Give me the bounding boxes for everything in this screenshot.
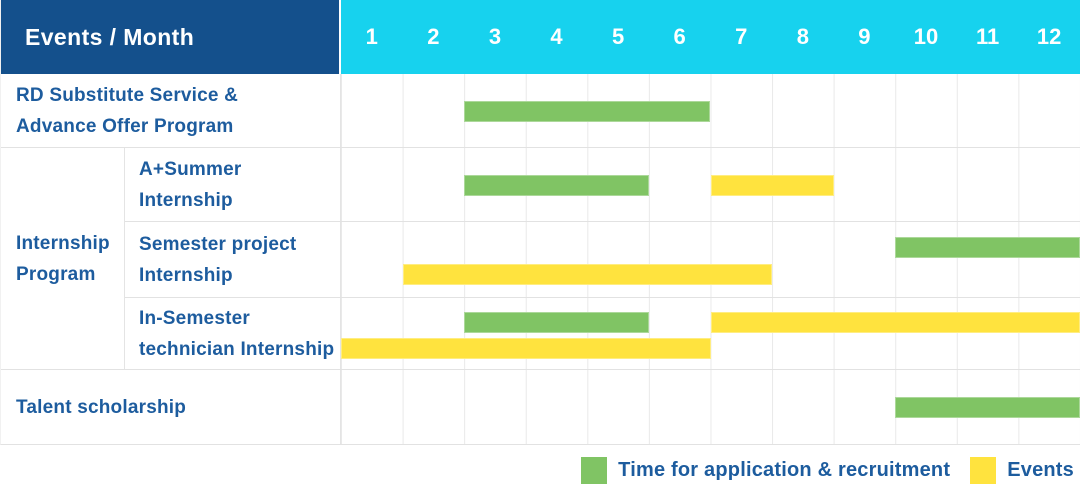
- row-label-rd-substitute: RD Substitute Service & Advance Offer Pr…: [1, 74, 341, 147]
- row-rd-substitute-service: RD Substitute Service & Advance Offer Pr…: [1, 74, 1080, 147]
- row-label-line: Internship: [139, 189, 233, 211]
- row-in-semester-technician-internship: In-Semester technician Internship: [125, 297, 1080, 369]
- group-body: A+Summer Internship Semester project Int…: [125, 148, 1080, 369]
- month-header-6: 6: [673, 24, 686, 49]
- legend-label-events: Events: [1007, 458, 1074, 481]
- month-header-10: 10: [913, 24, 939, 49]
- group-label-internship-program: Internship Program: [1, 148, 125, 369]
- row-semester-project-internship: Semester project Internship: [125, 221, 1080, 297]
- month-header-9: 9: [858, 24, 871, 49]
- month-header-8: 8: [796, 24, 809, 49]
- legend-item-application-recruitment: Time for application & recruitment: [581, 456, 951, 484]
- row-a-summer-internship: A+Summer Internship: [125, 148, 1080, 221]
- events-month-header-cell: Events / Month: [1, 0, 341, 74]
- row-label-line: technician Internship: [139, 338, 335, 360]
- legend-item-events: Events: [970, 456, 1074, 484]
- timeline-cell-a-summer: [341, 148, 1080, 221]
- month-header-2: 2: [427, 24, 440, 49]
- green-gantt-bar: [895, 237, 1080, 258]
- green-legend-swatch-icon: [581, 456, 608, 484]
- legend-label-application: Time for application & recruitment: [618, 458, 951, 481]
- month-header-3: 3: [488, 24, 502, 49]
- green-gantt-bar: [464, 100, 711, 122]
- row-label-line: Advance Offer Program: [16, 115, 234, 137]
- timeline-cell-in-semester: [341, 298, 1080, 369]
- table-header-row: Events / Month 1 2 3 4 5 6 7 8 9 10 11 1…: [1, 0, 1080, 74]
- row-label-line: Talent scholarship: [16, 396, 187, 418]
- timeline-cell-rd-substitute: [341, 74, 1080, 147]
- month-header-strip: 1 2 3 4 5 6 7 8 9 10 11 12: [341, 0, 1080, 74]
- timeline-cell-semester-project: [341, 222, 1080, 297]
- table-title: Events / Month: [25, 23, 195, 50]
- yellow-gantt-bar: [341, 337, 711, 359]
- row-label-talent-scholarship: Talent scholarship: [1, 370, 341, 444]
- row-label-line: A+Summer: [139, 158, 242, 180]
- gantt-table: Events / Month 1 2 3 4 5 6 7 8 9 10 11 1…: [0, 0, 1080, 445]
- month-header-5: 5: [611, 24, 625, 49]
- timeline-cell-talent-scholarship: [341, 370, 1080, 444]
- yellow-gantt-bar: [710, 312, 1080, 334]
- group-internship-program: Internship Program A+Summer Internship S…: [1, 147, 1080, 369]
- row-label-semester-project: Semester project Internship: [125, 222, 341, 297]
- row-label-line: Internship: [139, 264, 233, 286]
- row-label-line: RD Substitute Service &: [16, 84, 239, 106]
- row-talent-scholarship: Talent scholarship: [1, 369, 1080, 444]
- month-header-11: 11: [975, 24, 1000, 49]
- green-gantt-bar: [464, 312, 649, 334]
- group-label-line: Internship: [16, 232, 110, 254]
- green-gantt-bar: [895, 397, 1080, 418]
- yellow-gantt-bar: [710, 174, 834, 196]
- month-header-4: 4: [550, 24, 563, 49]
- legend: Time for application & recruitment Event…: [0, 445, 1080, 494]
- group-label-line: Program: [16, 263, 96, 285]
- row-label-line: Semester project: [139, 233, 297, 255]
- month-header-12: 12: [1036, 24, 1062, 49]
- yellow-legend-swatch-icon: [970, 456, 997, 484]
- row-label-in-semester: In-Semester technician Internship: [125, 298, 341, 369]
- green-gantt-bar: [464, 174, 649, 196]
- month-header-7: 7: [735, 24, 748, 49]
- row-label-a-summer: A+Summer Internship: [125, 148, 341, 221]
- month-header-1: 1: [365, 24, 378, 49]
- row-label-line: In-Semester: [139, 307, 250, 329]
- yellow-gantt-bar: [402, 264, 773, 285]
